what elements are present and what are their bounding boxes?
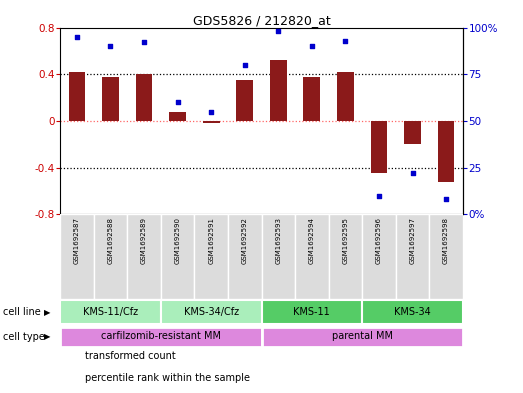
Bar xyxy=(102,77,119,121)
Bar xyxy=(270,60,287,121)
Text: KMS-11/Cfz: KMS-11/Cfz xyxy=(83,307,138,316)
Bar xyxy=(195,214,228,299)
Text: parental MM: parental MM xyxy=(332,331,393,342)
Bar xyxy=(262,214,295,299)
Bar xyxy=(169,112,186,121)
Text: GSM1692587: GSM1692587 xyxy=(74,217,80,264)
Bar xyxy=(303,77,320,121)
Bar xyxy=(69,72,85,121)
Bar xyxy=(371,121,388,173)
Text: KMS-34/Cfz: KMS-34/Cfz xyxy=(184,307,238,316)
Text: GSM1692598: GSM1692598 xyxy=(443,217,449,264)
Point xyxy=(341,37,349,44)
Text: carfilzomib-resistant MM: carfilzomib-resistant MM xyxy=(101,331,221,342)
Point xyxy=(274,28,282,34)
Bar xyxy=(362,300,463,324)
Text: cell type: cell type xyxy=(3,332,44,342)
Text: GSM1692592: GSM1692592 xyxy=(242,217,248,264)
Bar xyxy=(161,300,262,324)
Bar xyxy=(362,214,396,299)
Text: percentile rank within the sample: percentile rank within the sample xyxy=(85,373,250,382)
Text: GSM1692589: GSM1692589 xyxy=(141,217,147,264)
Point xyxy=(207,108,215,115)
Text: GSM1692590: GSM1692590 xyxy=(175,217,180,264)
Bar xyxy=(396,214,429,299)
Text: transformed count: transformed count xyxy=(85,351,176,361)
Point xyxy=(408,170,417,176)
Text: GSM1692597: GSM1692597 xyxy=(410,217,415,264)
Point xyxy=(375,192,383,198)
Text: GSM1692595: GSM1692595 xyxy=(343,217,348,264)
Text: GSM1692593: GSM1692593 xyxy=(275,217,281,264)
Point xyxy=(106,43,115,49)
Text: ▶: ▶ xyxy=(43,308,50,316)
Text: KMS-34: KMS-34 xyxy=(394,307,431,316)
Bar xyxy=(295,214,328,299)
Point xyxy=(140,39,148,46)
Bar xyxy=(228,214,262,299)
Bar xyxy=(429,214,463,299)
Bar xyxy=(438,121,454,182)
Text: GSM1692596: GSM1692596 xyxy=(376,217,382,264)
Point xyxy=(308,43,316,49)
Bar xyxy=(135,74,152,121)
Bar xyxy=(60,327,262,347)
Bar xyxy=(337,72,354,121)
Text: KMS-11: KMS-11 xyxy=(293,307,330,316)
Bar xyxy=(262,327,463,347)
Bar xyxy=(94,214,127,299)
Text: GSM1692594: GSM1692594 xyxy=(309,217,315,264)
Text: GSM1692588: GSM1692588 xyxy=(108,217,113,264)
Bar xyxy=(60,214,94,299)
Bar xyxy=(161,214,195,299)
Bar xyxy=(404,121,421,144)
Text: ▶: ▶ xyxy=(43,332,50,341)
Point xyxy=(442,196,450,202)
Text: GDS5826 / 212820_at: GDS5826 / 212820_at xyxy=(192,14,331,27)
Text: GSM1692591: GSM1692591 xyxy=(208,217,214,264)
Bar xyxy=(60,300,161,324)
Point xyxy=(241,62,249,68)
Text: cell line: cell line xyxy=(3,307,40,317)
Bar xyxy=(328,214,362,299)
Bar xyxy=(262,300,362,324)
Point xyxy=(174,99,182,105)
Bar xyxy=(236,80,253,121)
Bar xyxy=(127,214,161,299)
Point xyxy=(73,34,81,40)
Bar xyxy=(203,121,220,123)
